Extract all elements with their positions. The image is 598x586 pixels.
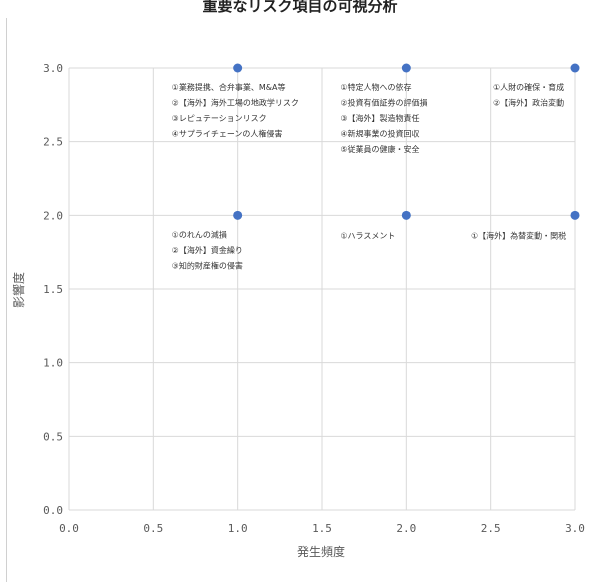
y-tick-label: 0.0 — [43, 504, 63, 517]
annotation-group: ①のれんの減損 ②【海外】資金繰り ③知的財産権の侵害 — [172, 229, 243, 270]
tick-labels: 0.0 0.5 1.0 1.5 2.0 2.5 3.0 0.0 0.5 1.0 1.5 2.0 2.5 3… — [43, 62, 585, 535]
data-point — [570, 63, 580, 73]
annotation-line: ②投資有価証券の評価損 — [340, 98, 427, 108]
chart-title: 重要なリスク項目の可視分析 — [202, 0, 397, 15]
annotation-line: ③知的財産権の侵害 — [172, 260, 243, 270]
y-tick-label: 2.5 — [43, 136, 63, 149]
annotation-line: ②【海外】政治変動 — [493, 98, 564, 108]
annotation-line: ④新規事業の投資回収 — [340, 129, 419, 139]
y-tick-label: 3.0 — [43, 62, 63, 75]
annotation-group: ①特定人物への依存 ②投資有価証券の評価損 ③【海外】製造物責任 ④新規事業の投資回収… — [340, 82, 427, 154]
x-tick-label: 1.5 — [312, 522, 332, 535]
data-point — [401, 63, 411, 73]
annotation-line: ①ハラスメント — [340, 231, 395, 240]
annotation-line: ②【海外】資金繰り — [172, 245, 243, 255]
x-axis-title: 発生頻度 — [297, 544, 345, 559]
x-tick-label: 0.5 — [143, 522, 163, 535]
annotation-line: ③【海外】製造物責任 — [340, 113, 419, 123]
y-axis-title: 影響度 — [11, 272, 26, 308]
y-tick-label: 1.0 — [43, 357, 63, 370]
data-point — [233, 63, 243, 73]
x-tick-label: 2.0 — [396, 522, 416, 535]
data-point — [401, 210, 411, 220]
annotation-line: ①【海外】為替変動・関税 — [471, 230, 566, 240]
grid-lines — [68, 67, 576, 511]
x-tick-label: 2.5 — [481, 522, 501, 535]
x-tick-label: 0.0 — [59, 522, 79, 535]
annotation-line: ③レピュテーションリスク — [172, 114, 267, 123]
annotation-group: ①業務提携、合弁事業、M&A等 ②【海外】海外工場の地政学リスク ③レピュテーション… — [172, 82, 299, 139]
y-tick-label: 0.5 — [43, 430, 63, 443]
annotation-line: ④サプライチェーンの人権侵害 — [172, 129, 283, 139]
data-point — [570, 210, 580, 220]
annotation-line: ①業務提携、合弁事業、M&A等 — [172, 82, 286, 92]
annotation-line: ⑤従業員の健康・安全 — [340, 144, 419, 154]
y-tick-label: 1.5 — [43, 283, 63, 296]
annotation-group: ①【海外】為替変動・関税 — [471, 230, 566, 240]
x-tick-label: 3.0 — [565, 522, 585, 535]
x-tick-label: 1.0 — [228, 522, 248, 535]
annotation-line: ②【海外】海外工場の地政学リスク — [172, 98, 299, 108]
point-annotations: ①業務提携、合弁事業、M&A等 ②【海外】海外工場の地政学リスク ③レピュテーション… — [172, 82, 567, 270]
y-tick-label: 2.0 — [43, 209, 63, 222]
annotation-group: ①人財の確保・育成 ②【海外】政治変動 — [493, 82, 564, 108]
annotation-line: ①のれんの減損 — [172, 229, 227, 239]
data-points — [233, 63, 580, 220]
annotation-group: ①ハラスメント — [340, 231, 395, 240]
annotation-line: ①人財の確保・育成 — [493, 82, 564, 92]
annotation-line: ①特定人物への依存 — [340, 82, 411, 92]
data-point — [233, 210, 243, 220]
